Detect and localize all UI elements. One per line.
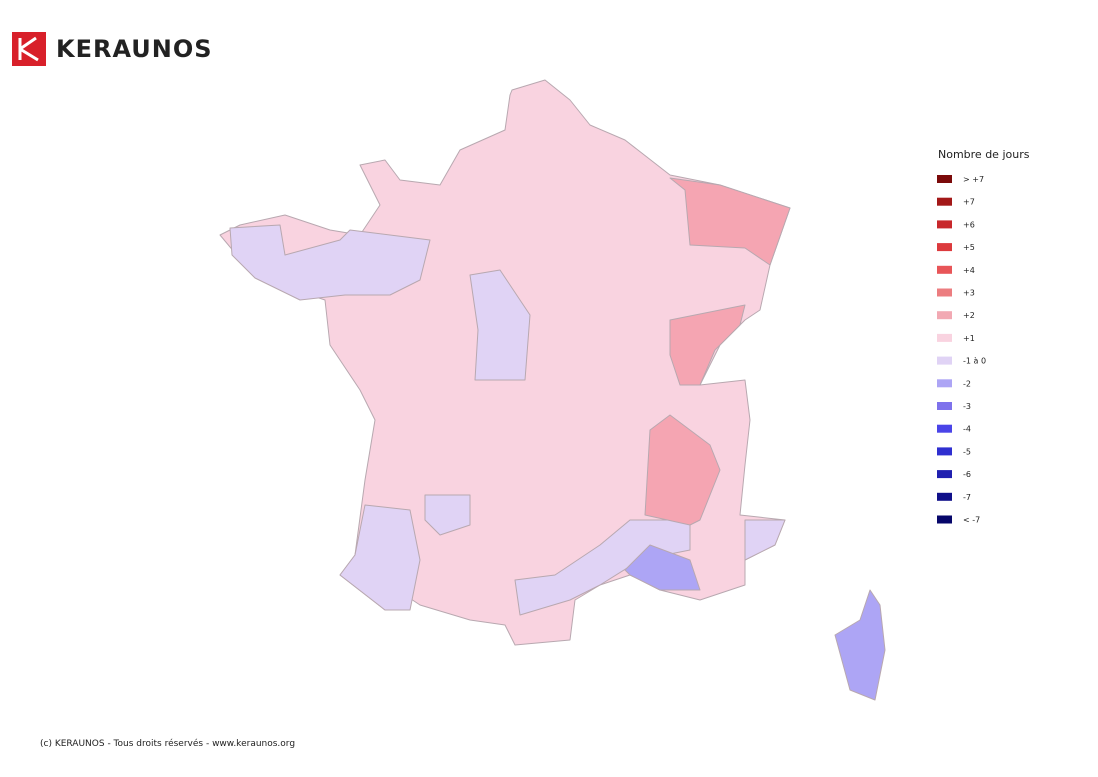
legend-swatch: [937, 492, 952, 501]
legend-swatch: [937, 311, 952, 320]
legend-swatch: [937, 356, 952, 365]
legend-label: +1: [963, 334, 975, 343]
france-map: [219, 79, 886, 701]
legend-swatch: [937, 515, 952, 524]
region: [669, 304, 746, 386]
legend-label: < -7: [963, 516, 980, 525]
region: [744, 519, 786, 561]
region: [339, 504, 421, 611]
legend-swatch: [937, 402, 952, 410]
logo-glyph: [18, 36, 39, 62]
legend-label: -1 à 0: [963, 357, 986, 366]
legend-swatch: [937, 470, 952, 479]
legend-label: -2: [963, 379, 971, 388]
legend-swatch: [937, 265, 952, 274]
legend-label: +3: [963, 289, 975, 298]
legend-swatch: [937, 288, 952, 297]
legend: Nombre de jours > +7 +7 +6 +5 +4 +3 +2 +1 -1 à 0…: [937, 148, 1030, 525]
legend-swatch: [937, 175, 952, 183]
legend-label: > +7: [963, 175, 984, 184]
logo-text: KERAUNOS: [56, 35, 213, 63]
region: [469, 269, 531, 381]
legend-swatch: [937, 333, 952, 342]
legend-swatch: [937, 447, 952, 456]
region: [229, 224, 431, 301]
legend-label: -5: [963, 447, 971, 456]
logo-icon: [12, 32, 46, 66]
legend-label: +4: [963, 266, 975, 275]
legend-swatch: [937, 243, 952, 252]
legend-label: -6: [963, 470, 971, 479]
region: [624, 544, 701, 591]
legend-label: -4: [963, 425, 971, 434]
legend-swatch: [937, 197, 952, 206]
region: [424, 494, 471, 536]
legend-label: +5: [963, 243, 975, 252]
region: [644, 414, 721, 526]
region: [514, 519, 691, 616]
region: [669, 177, 791, 266]
legend-swatch: [937, 220, 952, 229]
legend-label: +7: [963, 198, 975, 207]
legend-swatch: [937, 424, 952, 433]
legend-label: +2: [963, 311, 975, 320]
logo: KERAUNOS: [12, 32, 213, 66]
footer: (c) KERAUNOS - Tous droits réservés - ww…: [40, 738, 295, 749]
legend-label: -3: [963, 402, 971, 411]
legend-swatch: [937, 379, 952, 388]
corsica: [834, 589, 886, 701]
legend-label: -7: [963, 493, 971, 502]
legend-title: Nombre de jours: [938, 148, 1030, 161]
legend-label: +6: [963, 220, 975, 229]
